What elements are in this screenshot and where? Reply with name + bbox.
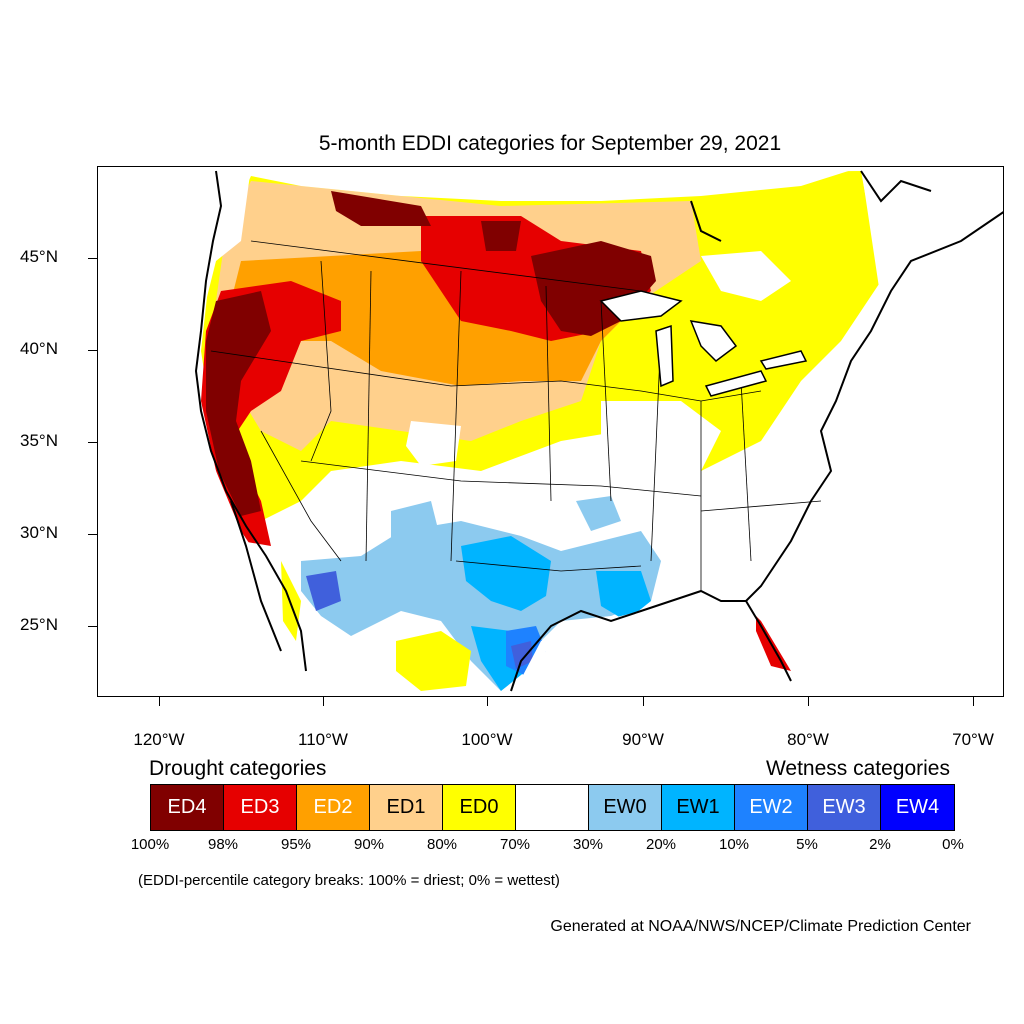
region-ed4 [331, 191, 431, 226]
lat-tick [88, 534, 97, 535]
region-normal [601, 401, 721, 471]
lat-label-40: 40°N [20, 339, 58, 358]
lon-label-90: 90°W [622, 730, 664, 749]
legend-cell-ew4: EW4 [881, 785, 954, 830]
region-ew3 [306, 571, 341, 611]
lat-tick [88, 626, 97, 627]
lon-label-80: 80°W [787, 730, 829, 749]
percent-break: 5% [796, 836, 818, 853]
credit-line: Generated at NOAA/NWS/NCEP/Climate Predi… [550, 918, 971, 935]
lon-tick [643, 697, 644, 706]
legend-cell-ed4: ED4 [151, 785, 224, 830]
lon-tick [487, 697, 488, 706]
category-note: (EDDI-percentile category breaks: 100% =… [138, 872, 560, 889]
lat-label-35: 35°N [20, 431, 58, 450]
wetness-heading: Wetness categories [765, 757, 950, 780]
lon-label-120: 120°W [133, 730, 185, 749]
percent-break: 0% [942, 836, 964, 853]
legend-cell-normal [516, 785, 589, 830]
region-ew1 [461, 536, 551, 611]
lon-tick [159, 697, 160, 706]
lon-tick [323, 697, 324, 706]
region-ed4 [206, 291, 271, 516]
map-title: 5-month EDDI categories for September 29… [318, 132, 782, 155]
lat-tick [88, 258, 97, 259]
region-ew0 [576, 496, 621, 531]
legend-cell-ew1: EW1 [662, 785, 735, 830]
region-normal [701, 251, 791, 301]
percent-break: 20% [645, 836, 677, 853]
percent-break: 80% [426, 836, 458, 853]
lat-label-30: 30°N [20, 523, 58, 542]
legend-cell-ed3: ED3 [224, 785, 297, 830]
lat-tick [88, 350, 97, 351]
region-ew0 [301, 521, 661, 691]
percent-break: 90% [353, 836, 385, 853]
region-ew0 [391, 501, 441, 561]
lat-tick [88, 442, 97, 443]
lat-label-25: 25°N [20, 615, 58, 634]
ocean-mask [98, 167, 1003, 696]
lat-label-45: 45°N [20, 247, 58, 266]
region-mexico-yellow [281, 561, 301, 641]
percent-break: 30% [572, 836, 604, 853]
region-ew3 [511, 641, 533, 669]
region-mexico-yellow [396, 631, 471, 691]
lon-label-70: 70°W [952, 730, 994, 749]
percent-break: 10% [718, 836, 750, 853]
region-normal [406, 421, 461, 466]
eddi-map [98, 167, 1003, 696]
state-borders [210, 240, 822, 591]
lon-tick [973, 697, 974, 706]
percent-break: 100% [130, 836, 170, 853]
coastline [194, 170, 1003, 692]
region-ed4 [481, 221, 521, 251]
lon-tick [808, 697, 809, 706]
percent-break: 70% [499, 836, 531, 853]
legend-cell-ew2: EW2 [735, 785, 808, 830]
region-ew1 [596, 571, 651, 621]
legend-cell-ew3: EW3 [808, 785, 881, 830]
great-lakes [599, 290, 808, 397]
legend-cell-ew0: EW0 [589, 785, 662, 830]
drought-heading: Drought categories [149, 757, 327, 780]
percent-break: 2% [869, 836, 891, 853]
percent-break: 98% [207, 836, 239, 853]
legend-cell-ed1: ED1 [370, 785, 443, 830]
category-legend: ED4 ED3 ED2 ED1 ED0 EW0 EW1 EW2 EW3 EW4 [150, 784, 955, 831]
lon-label-100: 100°W [461, 730, 513, 749]
lon-label-110: 110°W [298, 730, 348, 749]
percent-break: 95% [280, 836, 312, 853]
legend-cell-ed2: ED2 [297, 785, 370, 830]
legend-cell-ed0: ED0 [443, 785, 516, 830]
map-panel [97, 166, 1004, 697]
